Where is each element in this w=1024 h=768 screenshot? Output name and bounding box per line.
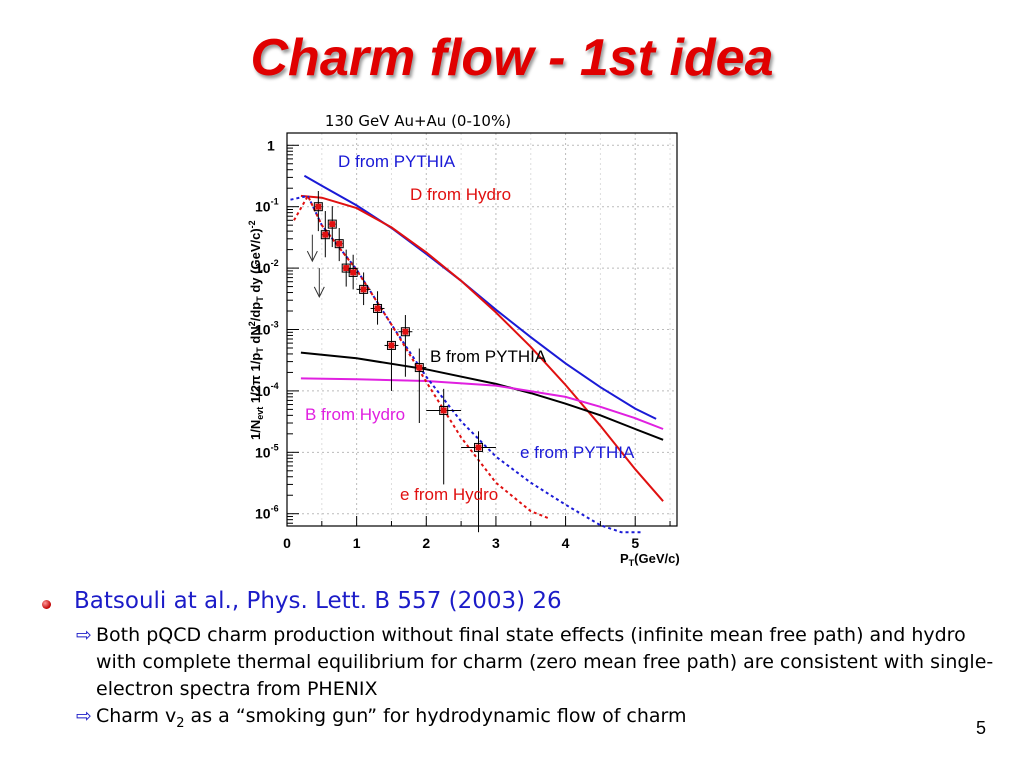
hollow-right-arrow-icon: ⇨ (76, 705, 92, 727)
sys-error-box (373, 303, 383, 313)
sys-error-box (334, 239, 344, 249)
sys-error-box (348, 267, 358, 277)
x-tick-label: 2 (422, 535, 430, 551)
axis-ticks: 0 1 2 3 4 5 1 10-1 10-2 10-3 10-4 10-5 10-6 (255, 137, 671, 551)
data-point (374, 305, 381, 312)
sys-error-box (474, 442, 484, 452)
x-tick-label: 5 (631, 535, 639, 551)
sys-error-box (414, 363, 424, 373)
y-tick-label: 10-3 (255, 320, 279, 338)
x-tick-label: 0 (283, 535, 291, 551)
data-point (322, 231, 329, 238)
curve-label-b-from-hydro: B from Hydro (305, 405, 405, 424)
slide-title: Charm flow - 1st idea (250, 29, 774, 87)
data-point (440, 407, 447, 414)
data-point (343, 265, 350, 272)
x-tick-label: 3 (492, 535, 500, 551)
sub-bullet-text: Both pQCD charm production without final… (96, 624, 994, 700)
sys-error-box (327, 219, 337, 229)
data-point (475, 444, 482, 451)
y-tick-label: 10-5 (255, 442, 279, 460)
sys-error-box (320, 230, 330, 240)
hollow-right-arrow-icon: ⇨ (76, 624, 92, 646)
page-number: 5 (975, 718, 986, 738)
data-point (329, 221, 336, 228)
sys-error-box (400, 327, 410, 337)
sys-error-box (359, 284, 369, 294)
curve-label-e-from-pythia: e from PYTHIA (520, 443, 635, 462)
curve-d-from-hydro (300, 194, 664, 502)
curve-label-b-from-pythia: B from PYTHIA (430, 347, 547, 366)
sub-bullet-text-sub: 2 (176, 715, 185, 731)
sub-bullet-smoking-gun: ⇨ Charm v2 as a “smoking gun” for hydrod… (40, 703, 1010, 737)
y-tick-label: 10-2 (255, 258, 279, 276)
sub-bullet-text-pre: Charm v (96, 705, 177, 727)
sub-bullet-consistency: ⇨ Both pQCD charm production without fin… (40, 622, 1010, 703)
upper-limit-arrowhead (306, 250, 318, 263)
y-tick-label: 1 (267, 137, 275, 153)
y-tick-label: 10-4 (255, 381, 279, 399)
curve-label-e-from-hydro: e from Hydro (400, 485, 498, 504)
data-point (350, 269, 357, 276)
data-points (306, 191, 496, 533)
upper-limit-arrowhead (313, 286, 325, 298)
sub-bullet-text-post: as a “smoking gun” for hydrodynamic flow… (184, 705, 687, 727)
curve-label-d-from-hydro: D from Hydro (410, 185, 511, 204)
data-point (388, 342, 395, 349)
curve-label-d-from-pythia: D from PYTHIA (338, 152, 456, 171)
bullet-text: Batsouli at al., Phys. Lett. B 557 (2003… (74, 588, 562, 614)
curve-b-from-pythia (300, 351, 664, 441)
sys-error-box (439, 405, 449, 415)
x-axis-label: PT(GeV/c) (620, 551, 680, 568)
curve-labels: D from PYTHIA D from Hydro B from PYTHIA B … (305, 152, 635, 504)
bullet-list: Batsouli at al., Phys. Lett. B 557 (2003… (40, 588, 1010, 737)
data-point (360, 286, 367, 293)
y-axis-label: 1/Nevt 1/2π 1/pT dN2/dpT dy (GeV/c)-2 (247, 220, 265, 440)
data-point (416, 364, 423, 371)
x-tick-label: 1 (353, 535, 361, 551)
sys-error-box (313, 202, 323, 212)
chart-title: 130 GeV Au+Au (0-10%) (325, 112, 511, 130)
spectra-chart: 130 GeV Au+Au (0-10%) 0 1 2 3 4 5 1 10-1 10-2 10-… (247, 112, 680, 568)
data-point (336, 240, 343, 247)
red-ball-icon (42, 600, 51, 609)
data-point (402, 328, 409, 335)
sys-error-box (386, 340, 396, 350)
curve-b-from-hydro (300, 377, 664, 430)
y-tick-label: 10-1 (255, 197, 279, 215)
y-tick-label: 10-6 (255, 504, 279, 522)
x-tick-label: 4 (562, 535, 570, 551)
data-point (315, 203, 322, 210)
bullet-item-reference: Batsouli at al., Phys. Lett. B 557 (2003… (40, 588, 1010, 614)
